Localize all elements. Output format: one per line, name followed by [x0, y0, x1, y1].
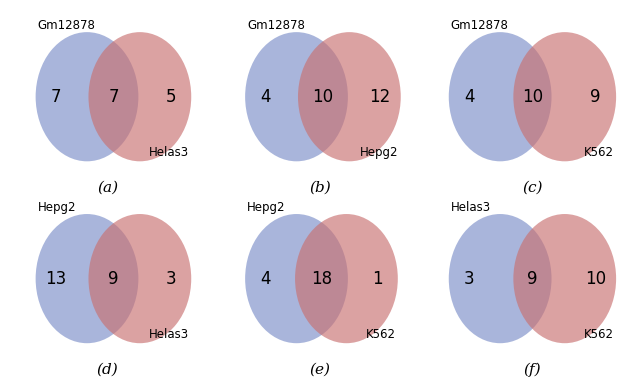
Text: Helas3: Helas3: [149, 146, 189, 159]
Ellipse shape: [449, 32, 552, 161]
Text: (a): (a): [97, 180, 118, 195]
Text: 12: 12: [369, 88, 391, 106]
Text: 4: 4: [260, 269, 271, 288]
Text: K562: K562: [584, 328, 614, 341]
Text: Gm12878: Gm12878: [451, 19, 509, 32]
Ellipse shape: [88, 32, 191, 161]
Text: (e): (e): [310, 362, 330, 376]
Text: (c): (c): [522, 180, 543, 195]
Ellipse shape: [298, 32, 401, 161]
Text: 5: 5: [165, 88, 176, 106]
Text: 10: 10: [312, 88, 333, 106]
Text: (b): (b): [309, 180, 331, 195]
Text: Gm12878: Gm12878: [247, 19, 305, 32]
Text: 7: 7: [108, 88, 118, 106]
Ellipse shape: [449, 214, 552, 343]
Text: 3: 3: [165, 269, 176, 288]
Text: K562: K562: [365, 328, 396, 341]
Text: Helas3: Helas3: [149, 328, 189, 341]
Text: 3: 3: [464, 269, 475, 288]
Text: 10: 10: [585, 269, 606, 288]
Ellipse shape: [245, 32, 348, 161]
Text: Hepg2: Hepg2: [38, 201, 76, 214]
Ellipse shape: [513, 214, 616, 343]
Ellipse shape: [513, 32, 616, 161]
Text: (f): (f): [524, 362, 541, 377]
Text: 1: 1: [372, 269, 383, 288]
Text: 9: 9: [590, 88, 601, 106]
Text: Hepg2: Hepg2: [247, 201, 285, 214]
Text: 4: 4: [464, 88, 475, 106]
Text: 18: 18: [311, 269, 332, 288]
Text: Helas3: Helas3: [451, 201, 491, 214]
Text: 7: 7: [51, 88, 61, 106]
Text: K562: K562: [584, 146, 614, 159]
Text: Hepg2: Hepg2: [360, 146, 399, 159]
Ellipse shape: [36, 214, 138, 343]
Text: 9: 9: [108, 269, 118, 288]
Text: 10: 10: [522, 88, 543, 106]
Ellipse shape: [295, 214, 398, 343]
Ellipse shape: [88, 214, 191, 343]
Text: Gm12878: Gm12878: [38, 19, 95, 32]
Text: (d): (d): [97, 362, 118, 376]
Text: 4: 4: [260, 88, 271, 106]
Ellipse shape: [245, 214, 348, 343]
Text: 13: 13: [45, 269, 67, 288]
Text: 9: 9: [527, 269, 538, 288]
Ellipse shape: [36, 32, 138, 161]
